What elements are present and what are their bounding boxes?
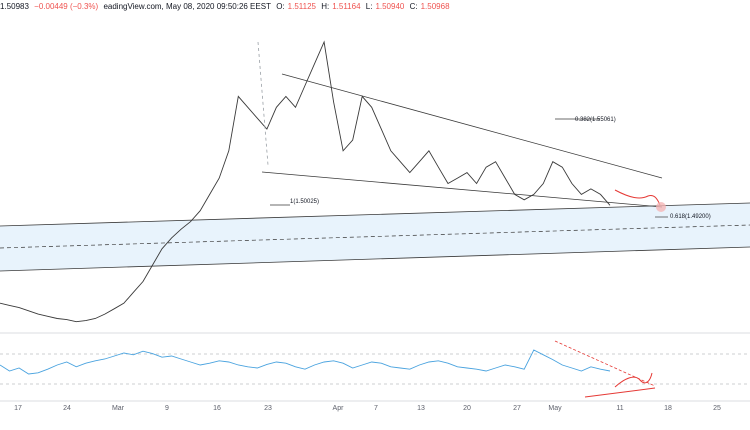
x-axis-tick-label: 7 bbox=[374, 405, 378, 412]
source-timestamp: eadingView.com, May 08, 2020 09:50:26 EE… bbox=[103, 2, 271, 11]
x-axis-tick-label: 16 bbox=[213, 405, 221, 412]
wedge-lower-trendline bbox=[261, 171, 663, 208]
x-axis-labels: 17 24 Mar 9 16 23 Apr 7 13 20 27 May 11 18 25 bbox=[14, 405, 721, 412]
channel-upper-line bbox=[0, 202, 750, 227]
low-value: 1.50940 bbox=[375, 2, 405, 11]
open-label: O: bbox=[276, 2, 285, 11]
x-axis-tick-label: 24 bbox=[63, 405, 71, 412]
last-price: 1.50983 bbox=[0, 2, 29, 11]
high-label: H: bbox=[321, 2, 330, 11]
channel-mid-line bbox=[0, 224, 750, 249]
chart-header: 1.50983 −0.00449 (−0.3%) eadingView.com,… bbox=[0, 0, 750, 14]
open-value: 1.51125 bbox=[287, 2, 316, 11]
x-axis-tick-label: 17 bbox=[14, 405, 22, 412]
close-label: C: bbox=[409, 2, 418, 11]
low-label: L: bbox=[365, 2, 373, 11]
close-value: 1.50968 bbox=[420, 2, 450, 11]
x-axis-tick-label: 18 bbox=[664, 405, 672, 412]
fib-top-label: 0.382(1.55061) bbox=[575, 117, 616, 123]
x-axis-tick-label: Apr bbox=[333, 405, 345, 412]
indicator-series-line bbox=[0, 349, 611, 375]
x-axis-tick-label: 13 bbox=[417, 405, 425, 412]
x-axis-tick-label: 27 bbox=[513, 405, 521, 412]
indicator-forecast-curve bbox=[614, 372, 653, 388]
high-value: 1.51164 bbox=[332, 2, 361, 11]
forecast-curve bbox=[614, 189, 661, 206]
x-axis-tick-label: 25 bbox=[713, 405, 721, 412]
x-axis-tick-label: 9 bbox=[165, 405, 169, 412]
fib-bottom-label: 0.618(1.49200) bbox=[670, 214, 711, 220]
regression-channel-fill bbox=[0, 203, 750, 271]
fib-dashed-connector bbox=[257, 41, 269, 166]
price-series-line bbox=[0, 40, 611, 323]
x-axis-tick-label: 23 bbox=[264, 405, 272, 412]
x-axis-tick-label: Mar bbox=[112, 405, 125, 412]
target-marker bbox=[656, 202, 666, 212]
x-axis-tick-label: 20 bbox=[463, 405, 471, 412]
wedge-upper-trendline bbox=[281, 73, 663, 179]
indicator-rising-trendline bbox=[584, 387, 656, 398]
x-axis-tick-label: 11 bbox=[616, 405, 623, 412]
fib-level-one-label: 1(1.50025) bbox=[290, 199, 319, 205]
channel-lower-line bbox=[0, 246, 750, 272]
x-axis-tick-label: May bbox=[548, 405, 562, 412]
price-change: −0.00449 (−0.3%) bbox=[34, 2, 99, 11]
